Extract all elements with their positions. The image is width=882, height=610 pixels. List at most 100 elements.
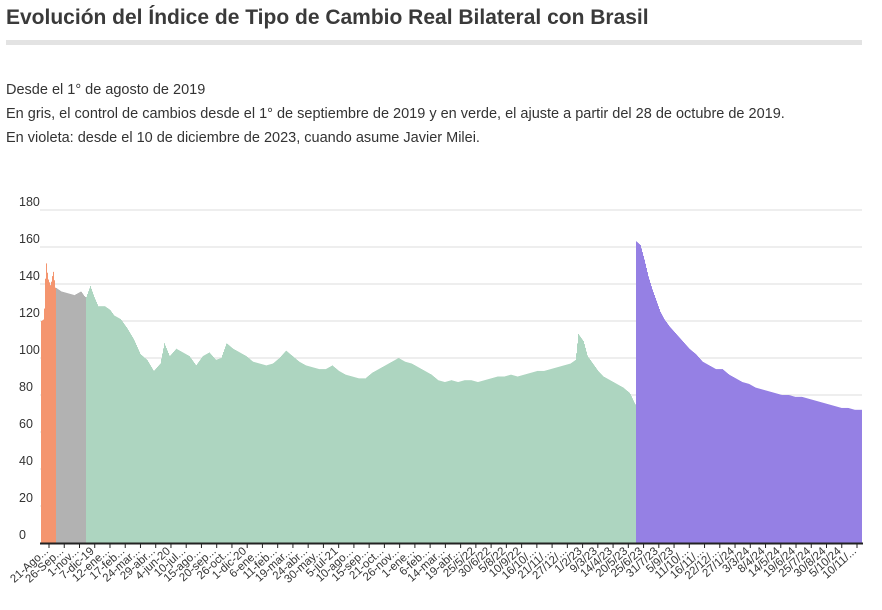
bar xyxy=(405,361,406,543)
bar xyxy=(115,316,116,543)
bar xyxy=(688,347,689,543)
bar xyxy=(502,376,503,543)
bar xyxy=(732,376,733,543)
description-line-2: En gris, el control de cambios desde el … xyxy=(6,106,785,122)
bar xyxy=(170,355,171,543)
bar xyxy=(652,289,653,543)
bar xyxy=(625,389,626,543)
bar xyxy=(559,366,560,543)
bar xyxy=(789,395,790,543)
bar xyxy=(524,374,525,543)
bar xyxy=(89,288,90,543)
bar xyxy=(645,263,646,543)
bar xyxy=(108,308,109,543)
bar xyxy=(348,375,349,543)
bar xyxy=(120,318,121,543)
bar xyxy=(58,289,59,543)
bar xyxy=(532,372,533,543)
bar xyxy=(288,352,289,543)
bar xyxy=(616,383,617,543)
bar xyxy=(707,364,708,543)
bar xyxy=(393,360,394,543)
bar xyxy=(102,306,103,543)
bar xyxy=(600,373,601,543)
bar xyxy=(553,368,554,543)
bar xyxy=(692,351,693,543)
bar xyxy=(249,358,250,543)
bar xyxy=(428,372,429,543)
bar xyxy=(168,352,169,543)
bar xyxy=(611,380,612,543)
bar xyxy=(497,376,498,543)
bar xyxy=(672,329,673,543)
bar xyxy=(452,380,453,543)
bar xyxy=(51,281,52,543)
bar xyxy=(810,399,811,543)
bar xyxy=(436,378,437,543)
bar xyxy=(691,350,692,543)
bar xyxy=(455,381,456,543)
bar xyxy=(795,396,796,543)
bar xyxy=(96,301,97,543)
bar xyxy=(749,384,750,543)
bar xyxy=(195,364,196,543)
bar xyxy=(153,370,154,543)
bar xyxy=(264,364,265,543)
bar xyxy=(466,380,467,543)
bar xyxy=(77,293,78,543)
bar xyxy=(643,255,644,543)
bar xyxy=(472,380,473,543)
bar xyxy=(375,370,376,543)
bar xyxy=(418,367,419,543)
bar xyxy=(528,373,529,543)
bar xyxy=(262,364,263,543)
bar xyxy=(191,358,192,543)
bar xyxy=(278,358,279,543)
bar xyxy=(41,321,42,543)
y-tick-label: 160 xyxy=(19,232,40,246)
bar xyxy=(346,374,347,543)
bar xyxy=(228,344,229,543)
bar xyxy=(601,374,602,543)
bar xyxy=(188,355,189,543)
bar xyxy=(167,350,168,543)
bar xyxy=(674,331,675,543)
bar xyxy=(281,355,282,543)
bar xyxy=(429,373,430,543)
bar xyxy=(270,364,271,543)
bar xyxy=(852,409,853,543)
bar xyxy=(555,367,556,543)
bar xyxy=(853,409,854,543)
bar xyxy=(215,359,216,543)
bar xyxy=(626,390,627,543)
bar xyxy=(809,398,810,543)
bar xyxy=(415,365,416,543)
bar xyxy=(549,369,550,543)
bar xyxy=(777,393,778,543)
bar xyxy=(489,378,490,543)
bar xyxy=(362,378,363,543)
bar xyxy=(307,365,308,543)
bar xyxy=(61,291,62,543)
bar xyxy=(210,353,211,543)
bar xyxy=(87,294,88,543)
bar xyxy=(355,377,356,543)
bar xyxy=(539,370,540,543)
bar xyxy=(318,368,319,543)
bar xyxy=(208,352,209,543)
bar xyxy=(282,354,283,543)
bar xyxy=(812,399,813,543)
bar xyxy=(158,365,159,543)
bar xyxy=(468,380,469,543)
bar xyxy=(696,354,697,543)
y-tick-label: 80 xyxy=(19,380,33,394)
bar xyxy=(835,406,836,543)
bar xyxy=(638,243,639,543)
bar xyxy=(165,345,166,543)
bar xyxy=(293,356,294,543)
bar xyxy=(762,389,763,543)
bar xyxy=(461,381,462,543)
bar xyxy=(741,381,742,543)
bar xyxy=(272,363,273,543)
bar xyxy=(431,374,432,543)
